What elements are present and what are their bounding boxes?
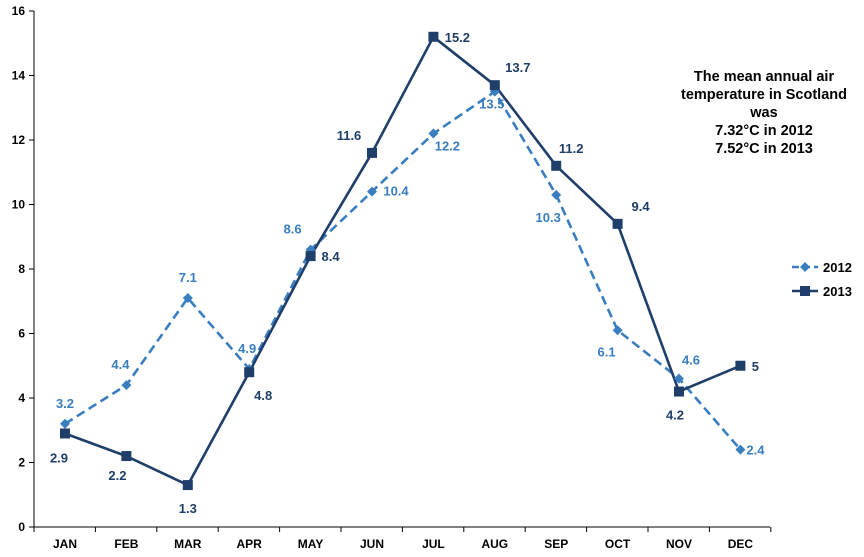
data-label-2012: 10.3 xyxy=(536,210,561,225)
data-label-2012: 2.4 xyxy=(746,443,765,458)
data-point-2012 xyxy=(182,293,193,304)
x-tick-label: NOV xyxy=(666,537,692,551)
y-tick-label: 12 xyxy=(12,133,26,147)
x-tick-label: AUG xyxy=(481,537,508,551)
data-label-2013: 8.4 xyxy=(322,249,341,264)
data-point-2013 xyxy=(735,360,746,371)
x-tick-label: OCT xyxy=(605,537,631,551)
y-tick-label: 14 xyxy=(12,69,26,83)
annotation-line: 7.52°C in 2013 xyxy=(715,141,813,157)
data-point-2013 xyxy=(612,218,623,229)
data-label-2013: 4.8 xyxy=(254,388,272,403)
data-point-2012 xyxy=(367,186,377,197)
y-tick-label: 4 xyxy=(18,391,25,405)
data-point-2013 xyxy=(305,251,316,262)
legend-label-2013: 2013 xyxy=(823,284,852,299)
data-label-2012: 4.4 xyxy=(111,357,130,372)
annotation-line: 7.32°C in 2012 xyxy=(715,123,813,139)
data-point-2013 xyxy=(121,451,132,462)
x-tick-label: MAY xyxy=(298,537,324,551)
data-point-2012 xyxy=(60,418,70,429)
data-label-2013: 11.2 xyxy=(559,141,584,156)
data-label-2012: 10.4 xyxy=(383,184,409,199)
y-tick-label: 6 xyxy=(18,327,25,341)
x-tick-label: JAN xyxy=(53,537,77,551)
data-label-2013: 13.7 xyxy=(505,60,530,75)
data-point-2013 xyxy=(428,31,439,42)
data-label-2012: 13.5 xyxy=(479,97,504,112)
data-point-2013 xyxy=(674,386,684,397)
x-tick-label: JUN xyxy=(360,537,384,551)
data-label-2013: 2.2 xyxy=(108,468,126,483)
series-lines xyxy=(64,35,742,487)
data-label-2013: 4.2 xyxy=(666,408,684,423)
x-tick-label: MAR xyxy=(174,537,202,551)
x-tick-label: JUL xyxy=(422,537,445,551)
data-labels: 3.2 4.4 7.1 4.9 8.6 10.4 12.2 13.5 10.3 6.1 4.6 2.4… xyxy=(50,30,765,516)
data-label-2013: 9.4 xyxy=(632,199,651,214)
data-label-2013: 5 xyxy=(752,359,759,374)
annotation-line: was xyxy=(749,105,777,121)
series-line-2012 xyxy=(64,90,742,451)
data-point-2013 xyxy=(551,160,562,171)
data-point-2012 xyxy=(735,444,746,455)
data-label-2012: 3.2 xyxy=(56,396,74,411)
axes xyxy=(33,11,770,528)
data-label-2013: 15.2 xyxy=(445,30,470,45)
annotation-line: temperature in Scotland xyxy=(681,87,847,103)
data-label-2013: 11.6 xyxy=(337,128,362,143)
data-label-2012: 7.1 xyxy=(179,270,197,285)
x-tick-label: SEP xyxy=(544,537,568,551)
x-tick-label: APR xyxy=(237,537,263,551)
data-label-2012: 12.2 xyxy=(435,139,460,154)
series-line-2013 xyxy=(64,35,741,487)
data-label-2013: 1.3 xyxy=(179,501,197,516)
data-point-2013 xyxy=(182,480,193,491)
data-label-2012: 4.6 xyxy=(682,353,700,368)
data-label-2012: 6.1 xyxy=(598,344,616,359)
data-label-2012: 4.9 xyxy=(238,341,256,356)
data-point-2012 xyxy=(121,380,132,391)
data-point-2013 xyxy=(367,147,377,158)
data-label-2012: 8.6 xyxy=(284,222,302,237)
y-tick-label: 2 xyxy=(18,456,25,470)
y-tick-labels: 0 2 4 6 8 10 12 14 16 xyxy=(12,4,34,534)
data-point-2012 xyxy=(674,373,684,384)
legend-swatch-marker-2013 xyxy=(800,286,810,296)
data-label-2013: 2.9 xyxy=(50,450,68,465)
legend-label-2012: 2012 xyxy=(823,260,852,275)
data-point-2012 xyxy=(551,189,562,200)
legend: 2012 2013 xyxy=(792,260,852,299)
y-tick-label: 16 xyxy=(12,4,26,18)
y-tick-label: 8 xyxy=(18,262,25,276)
data-point-2013 xyxy=(244,367,255,378)
x-tick-label: FEB xyxy=(114,537,138,551)
data-point-2013 xyxy=(489,80,500,91)
data-point-2012 xyxy=(612,325,623,336)
annotation-line: The mean annual air xyxy=(694,69,835,85)
annotation-text: The mean annual air temperature in Scotla… xyxy=(681,69,847,157)
data-point-2012 xyxy=(428,128,439,139)
series-markers xyxy=(60,31,746,491)
x-tick-label: DEC xyxy=(728,537,754,551)
y-tick-label: 0 xyxy=(18,520,25,534)
legend-swatch-marker-2012 xyxy=(800,262,810,272)
y-tick-label: 10 xyxy=(12,198,26,212)
x-tick-labels: JAN FEB MAR APR MAY JUN JUL AUG SEP OCT NOV DEC xyxy=(33,527,772,551)
data-point-2013 xyxy=(60,428,70,439)
